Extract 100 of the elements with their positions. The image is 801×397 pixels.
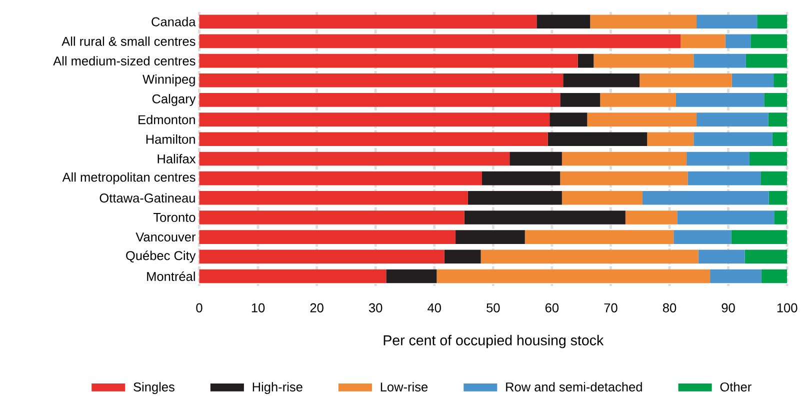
x-tick-label: 50 (486, 303, 500, 312)
bar (600, 93, 676, 107)
bar (548, 132, 648, 146)
x-tick-label: 80 (662, 303, 676, 312)
y-tick-label: Winnipeg (142, 74, 195, 86)
bar (464, 210, 626, 224)
bar (199, 74, 564, 88)
bar (550, 112, 588, 127)
y-tick-label: Halifax (158, 154, 196, 164)
y-tick-label: Edmonton (138, 114, 195, 124)
y-tick-label: All medium-sized centres (53, 56, 196, 66)
bar (686, 152, 750, 166)
x-tick-label: 60 (545, 303, 559, 312)
bar (199, 54, 578, 68)
bar (710, 269, 762, 284)
y-tick-label: Hamilton (146, 134, 195, 144)
bar (749, 152, 788, 166)
bar (199, 210, 464, 224)
legend-label: High-rise (252, 382, 302, 394)
x-tick-label: 70 (604, 303, 618, 312)
bar (199, 14, 537, 29)
x-tick-label: 90 (722, 303, 735, 312)
bar (199, 93, 560, 107)
bar (436, 269, 710, 284)
bar (482, 172, 560, 186)
x-tick-label: 100 (777, 303, 798, 312)
y-tick-label: All metropolitan centres (62, 172, 196, 184)
bar (696, 14, 758, 29)
bar (562, 191, 642, 205)
y-tick-label: Calgary (152, 94, 196, 106)
bar (560, 172, 688, 186)
bar (563, 74, 640, 88)
bar (674, 230, 732, 244)
bar (468, 191, 562, 205)
bar (725, 34, 751, 48)
bar (480, 250, 698, 264)
bar (640, 74, 732, 88)
bar (199, 152, 510, 166)
bar (744, 250, 788, 264)
bar (757, 14, 788, 29)
y-tick-label: All rural & small centres (62, 36, 196, 46)
bar (444, 250, 481, 264)
bar (536, 14, 590, 29)
bar (578, 54, 594, 68)
y-tick-label: Montréal (147, 272, 195, 282)
bar (199, 112, 550, 127)
bar (590, 14, 697, 29)
bar (732, 74, 774, 88)
bar (510, 152, 562, 166)
bar (768, 112, 788, 127)
bar (688, 172, 761, 186)
bar (698, 250, 745, 264)
bar (774, 210, 788, 224)
bar (761, 269, 788, 284)
x-tick-label: 20 (310, 303, 324, 312)
bar (746, 54, 788, 68)
bar (386, 269, 437, 284)
legend-label: Other (720, 382, 752, 392)
y-tick-label: Vancouver (136, 232, 196, 242)
legend-label: Low-rise (380, 382, 428, 392)
bar (680, 34, 726, 48)
bar (676, 93, 764, 107)
bar (696, 112, 768, 127)
bar (199, 250, 444, 264)
bar (774, 74, 788, 88)
x-tick-label: 0 (196, 303, 202, 312)
bar (456, 230, 525, 244)
x-tick-label: 30 (368, 303, 382, 312)
legend-label: Row and semi-detached (506, 382, 642, 392)
y-tick-label: Canada (152, 17, 196, 26)
bar (199, 132, 548, 146)
bar (772, 132, 788, 146)
bar (760, 172, 788, 186)
bar (764, 93, 788, 107)
bar (199, 172, 482, 186)
bar (594, 54, 694, 68)
bar (677, 210, 774, 224)
bar (642, 191, 769, 205)
bar (694, 54, 746, 68)
bar (750, 34, 788, 48)
legend-label: Singles (134, 382, 174, 394)
bar (731, 230, 788, 244)
bar (647, 132, 694, 146)
bar (199, 230, 456, 244)
bar (587, 112, 697, 127)
bar (694, 132, 772, 146)
bar (625, 210, 678, 224)
bar (524, 230, 674, 244)
y-tick-label: Ottawa-Gatineau (100, 193, 195, 203)
bar (199, 34, 681, 48)
bar (768, 191, 788, 205)
x-tick-label: 10 (252, 303, 265, 312)
bar (560, 93, 600, 107)
x-tick-label: 40 (428, 303, 441, 312)
bar (199, 269, 386, 284)
bar (562, 152, 687, 166)
y-tick-label: Québec City (126, 250, 196, 263)
x-axis-title: Per cent of occupied housing stock (384, 334, 604, 348)
y-tick-label: Toronto (153, 213, 196, 222)
bar (199, 191, 468, 205)
